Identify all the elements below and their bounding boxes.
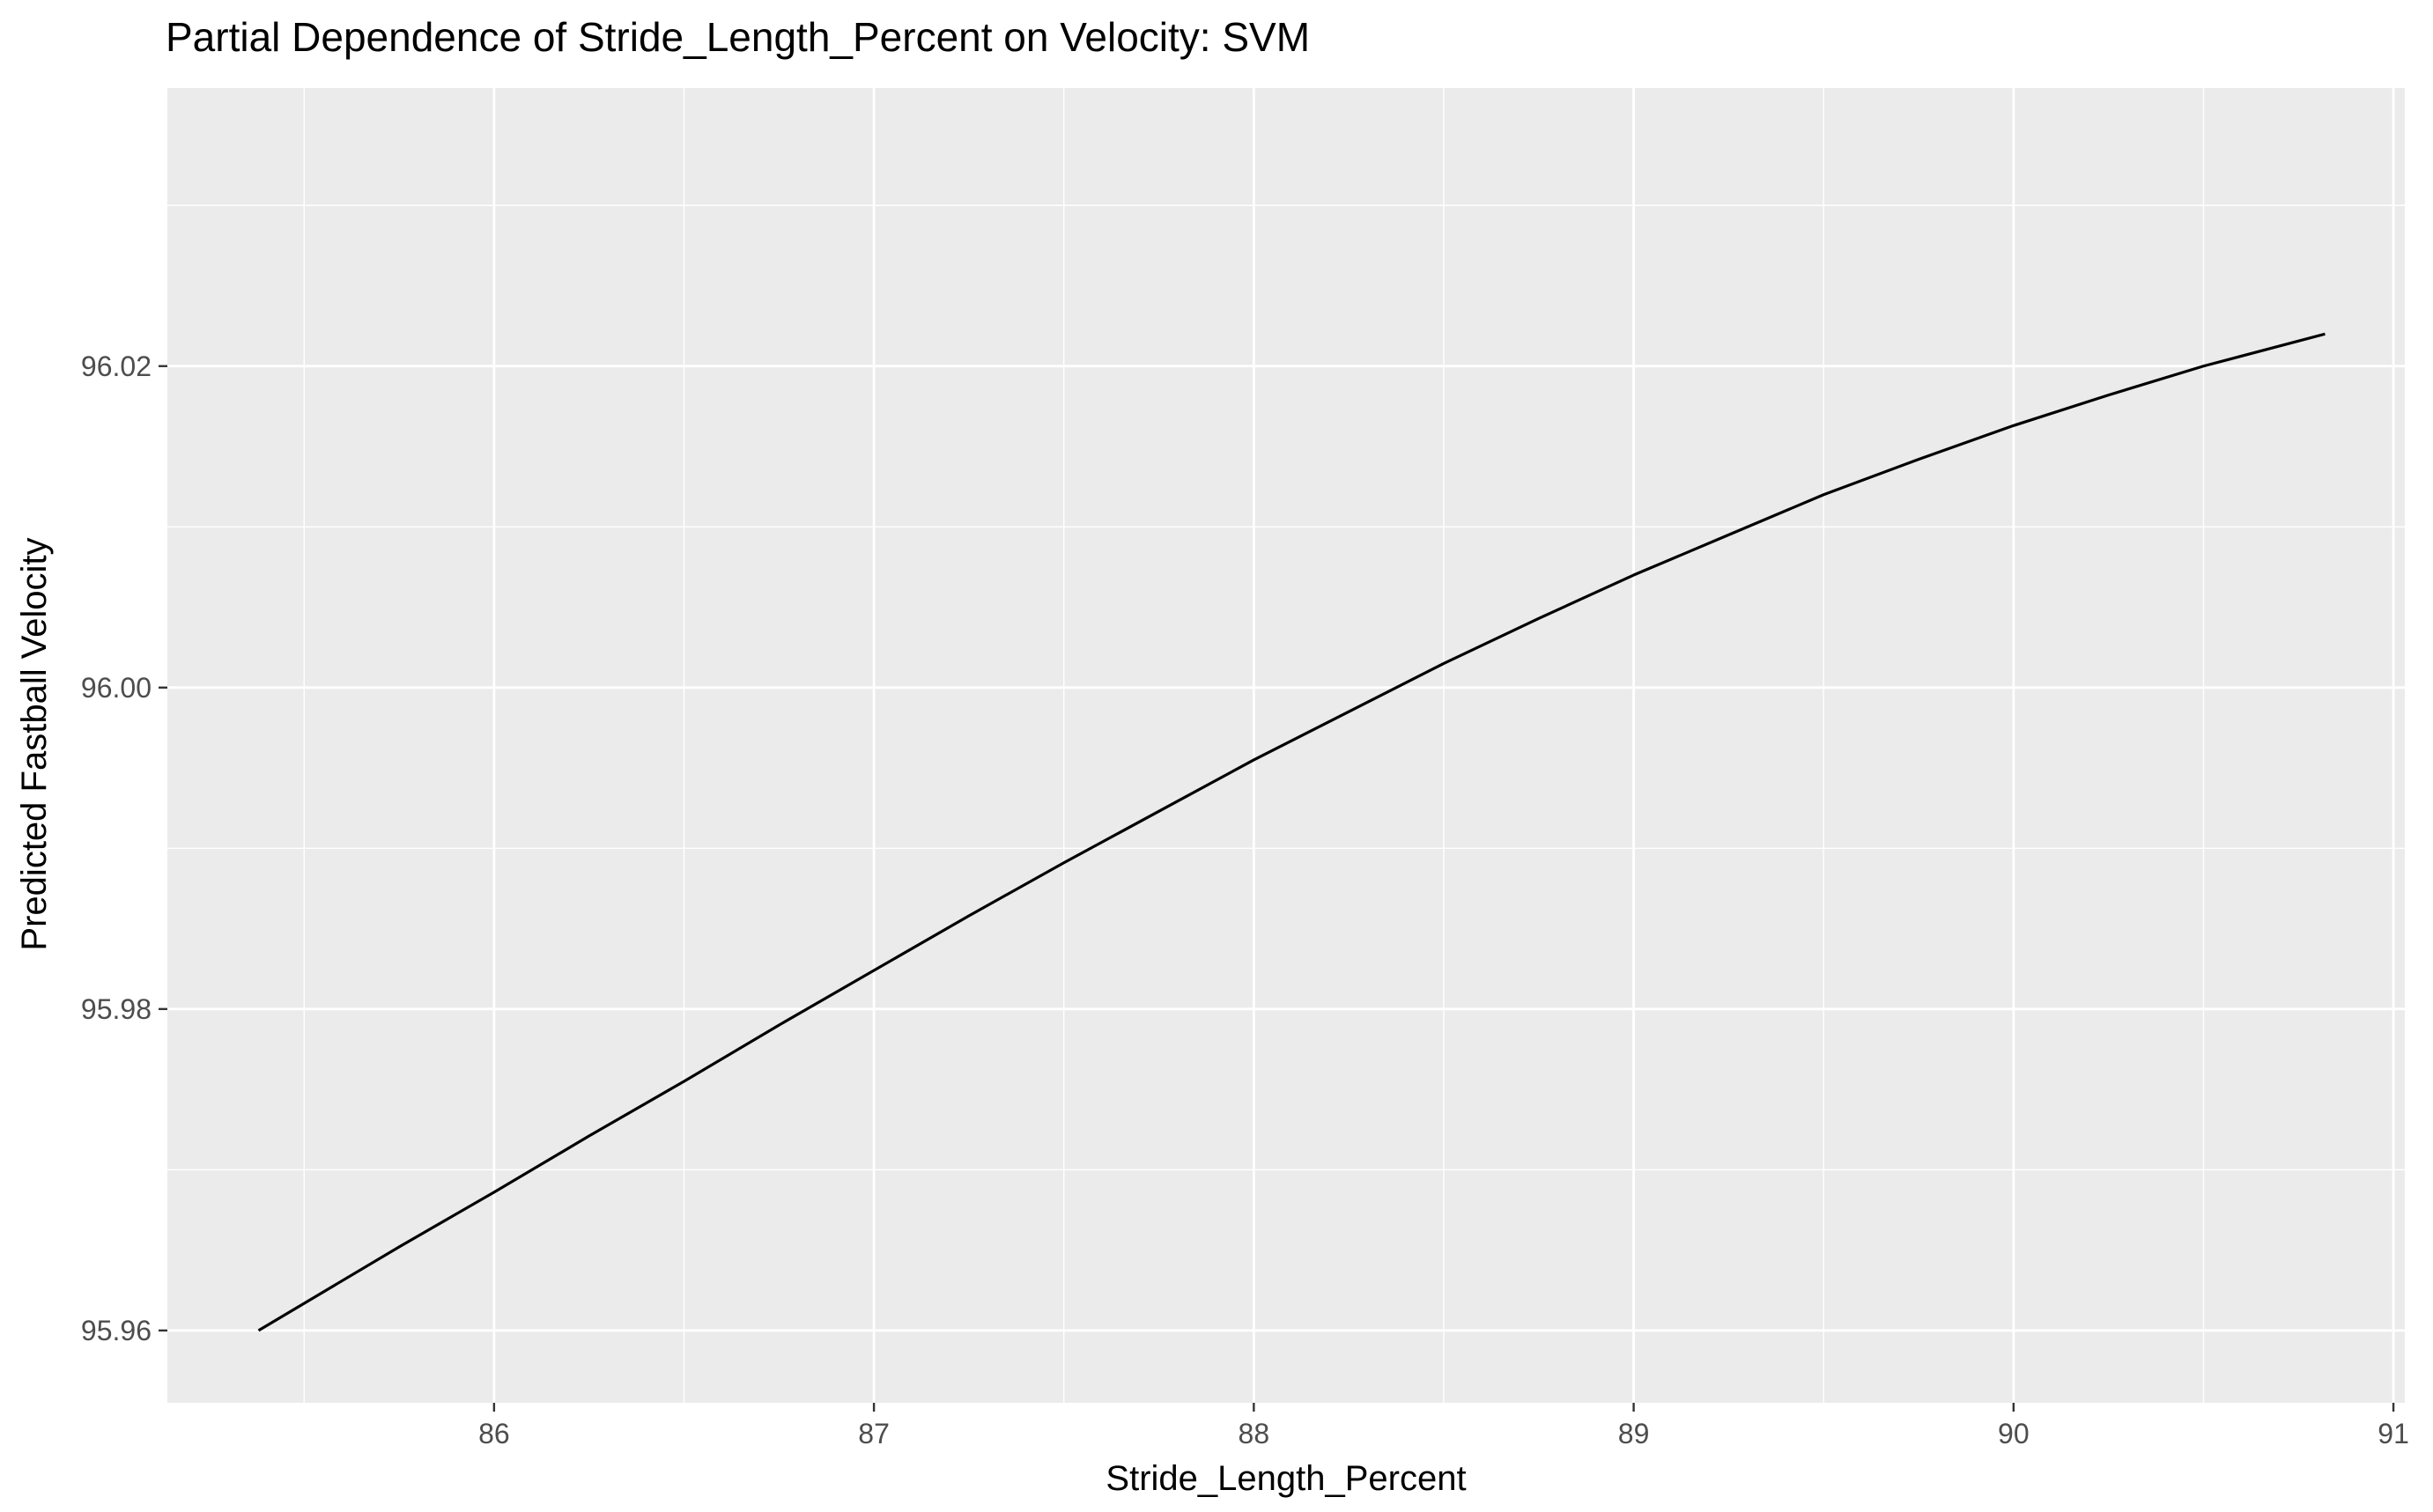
major-gridlines (167, 88, 2405, 1403)
x-tick-label: 87 (858, 1418, 890, 1449)
panel-background (167, 88, 2405, 1403)
y-tick-label: 95.98 (81, 993, 152, 1025)
y-tick-label: 96.02 (81, 350, 152, 382)
y-axis: 95.96 95.98 96.00 96.02 (81, 350, 167, 1346)
y-tick-label: 96.00 (81, 672, 152, 704)
x-tick-label: 90 (1998, 1418, 2030, 1449)
x-tick-label: 89 (1618, 1418, 1650, 1449)
chart-title: Partial Dependence of Stride_Length_Perc… (166, 14, 1310, 60)
series-layer (257, 332, 2326, 1332)
x-axis-title: Stride_Length_Percent (1106, 1459, 1466, 1498)
x-axis: 86 87 88 89 90 91 (478, 1403, 2409, 1449)
y-tick-label: 95.96 (81, 1315, 152, 1346)
series-line (257, 332, 2326, 1332)
x-tick-label: 91 (2378, 1418, 2409, 1449)
x-tick-label: 86 (478, 1418, 510, 1449)
minor-gridlines (167, 88, 2405, 1403)
y-axis-title: Predicted Fastball Velocity (15, 537, 54, 950)
x-tick-label: 88 (1239, 1418, 1270, 1449)
